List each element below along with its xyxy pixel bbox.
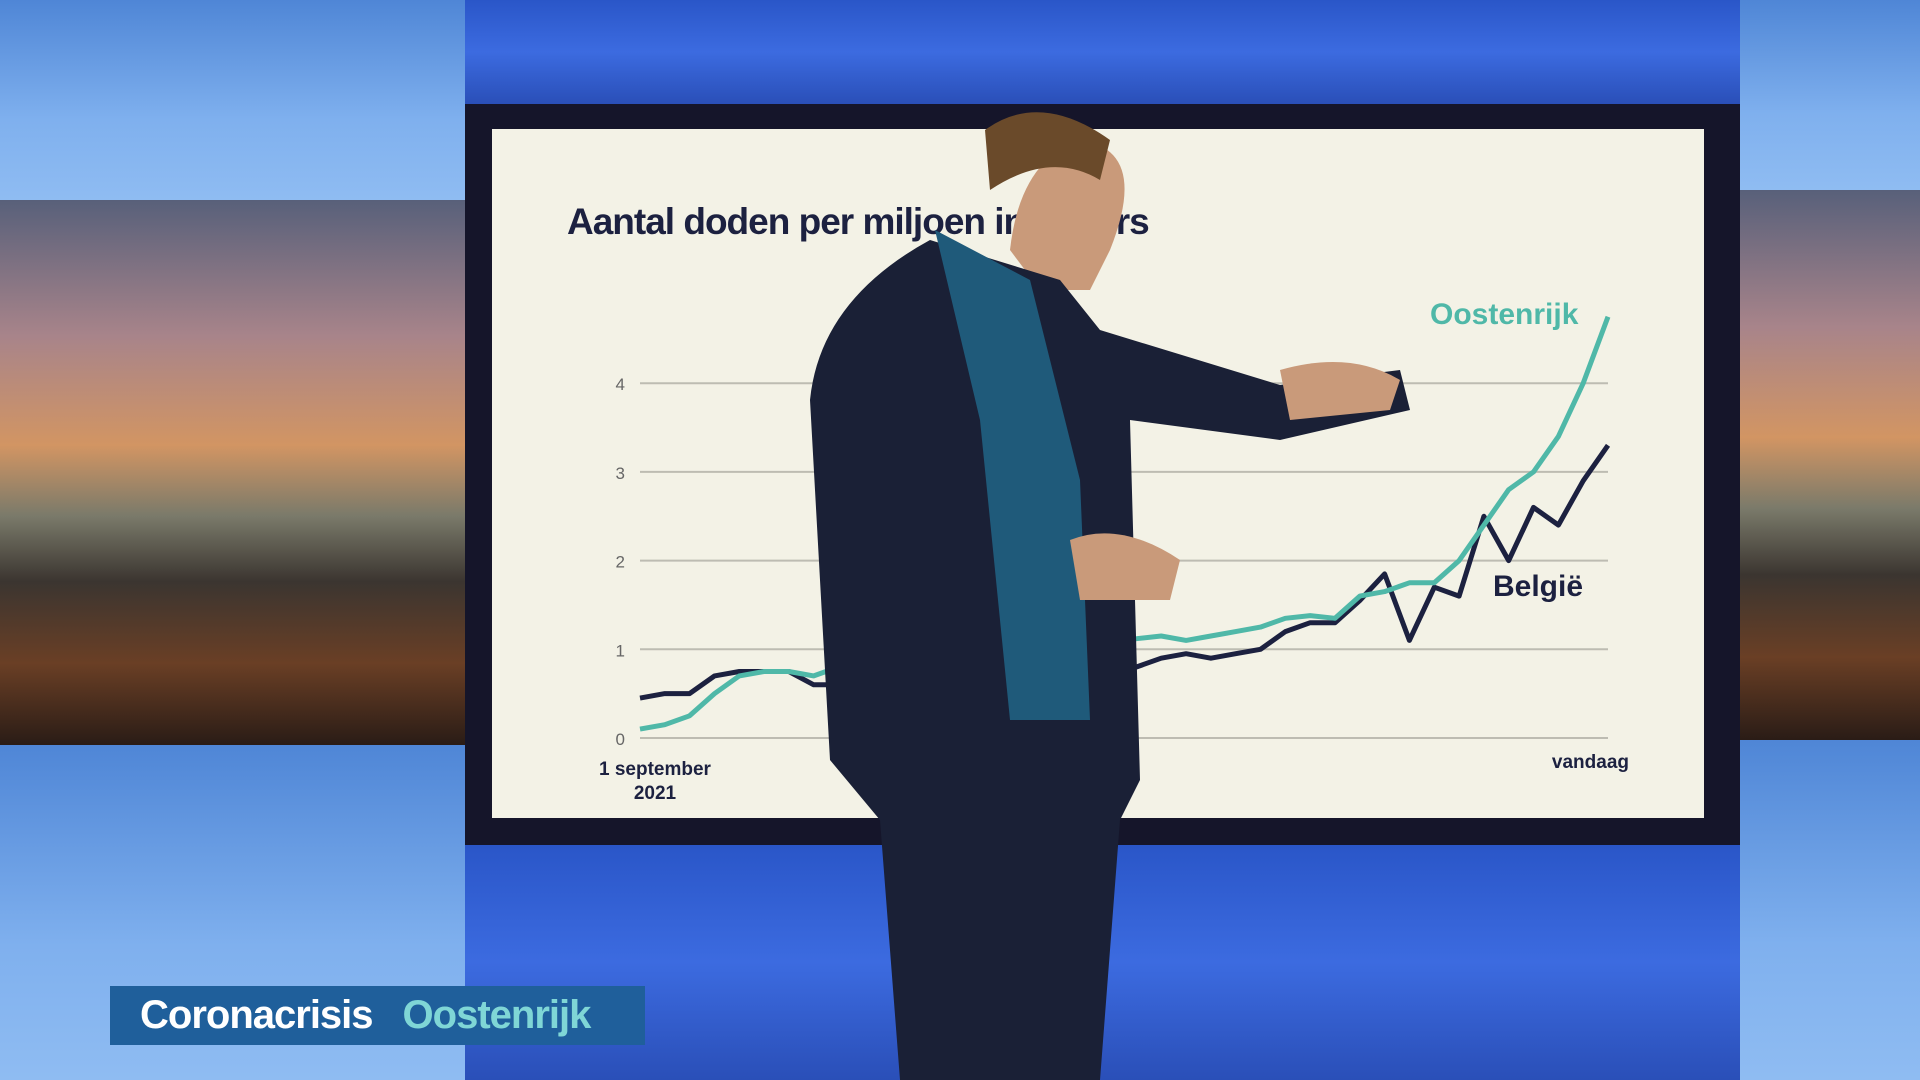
- backdrop-top-center: [465, 0, 1740, 104]
- backdrop-top-right: [1740, 0, 1920, 190]
- series-label-belgie: België: [1493, 570, 1583, 603]
- backdrop-city-right: [1740, 190, 1920, 740]
- x-label-start: 1 september 2021: [599, 759, 712, 804]
- lower-third-banner: Coronacrisis Oostenrijk: [110, 986, 645, 1045]
- y-tick-2: 2: [616, 553, 625, 572]
- backdrop-bottom-right: [1740, 740, 1920, 1080]
- lower-third-topic: Coronacrisis: [140, 993, 374, 1037]
- y-tick-3: 3: [616, 464, 625, 483]
- y-tick-0: 0: [616, 730, 625, 749]
- x-label-end: vandaag: [1552, 752, 1629, 773]
- y-tick-4: 4: [616, 375, 625, 394]
- series-label-oostenrijk: Oostenrijk: [1430, 298, 1579, 331]
- backdrop-city-left: [0, 200, 465, 745]
- y-tick-1: 1: [616, 641, 625, 660]
- backdrop-top-left: [0, 0, 465, 200]
- presenter: [810, 112, 1410, 1080]
- lower-third-subtopic: Oostenrijk: [402, 993, 592, 1037]
